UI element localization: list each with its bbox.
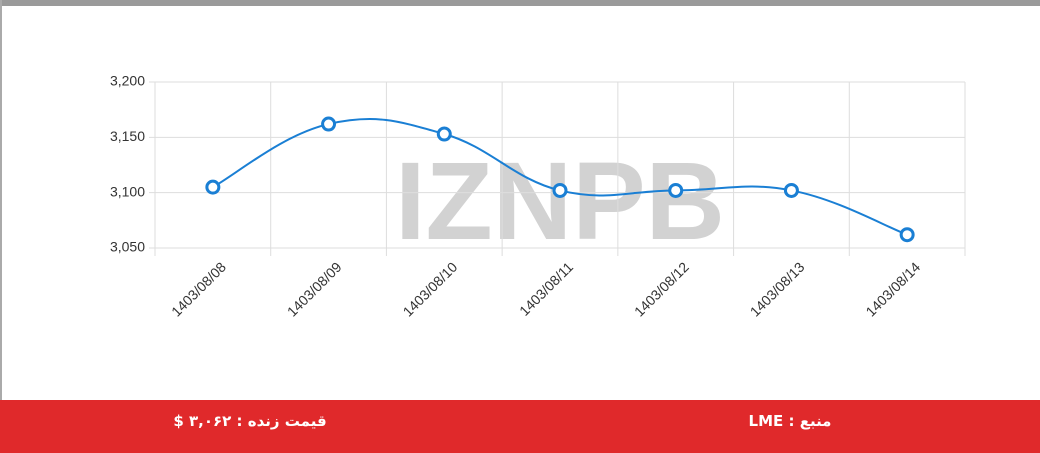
- top-border: [0, 0, 1040, 6]
- y-tick-label: 3,150: [110, 128, 145, 144]
- y-tick-label: 3,050: [110, 239, 145, 255]
- source: منبع : LME: [748, 412, 832, 430]
- y-tick-label: 3,100: [110, 183, 145, 199]
- x-tick-label: 1403/08/13: [747, 259, 808, 320]
- x-tick-label: 1403/08/10: [400, 259, 461, 320]
- watermark: IZNPB: [395, 140, 725, 263]
- point: [552, 182, 568, 198]
- x-tick-label: 1403/08/09: [284, 259, 345, 320]
- footer-bar: [0, 400, 1040, 453]
- point: [783, 182, 799, 198]
- left-border: [0, 0, 2, 400]
- x-tick-label: 1403/08/08: [168, 259, 229, 320]
- point: [205, 179, 221, 195]
- point: [321, 116, 337, 132]
- point: [436, 126, 452, 142]
- point: [899, 227, 915, 243]
- x-tick-label: 1403/08/14: [862, 259, 923, 320]
- chart: IZNPB 3,050 3,100 3,150 3,200 1403/08/08 1403…: [0, 0, 1040, 400]
- x-tick-label: 1403/08/12: [631, 259, 692, 320]
- x-tick-label: 1403/08/11: [516, 259, 576, 319]
- y-tick-label: 3,200: [110, 73, 145, 89]
- point: [668, 182, 684, 198]
- live-price: قیمت زنده : ۳,۰۶۲ $: [173, 412, 327, 430]
